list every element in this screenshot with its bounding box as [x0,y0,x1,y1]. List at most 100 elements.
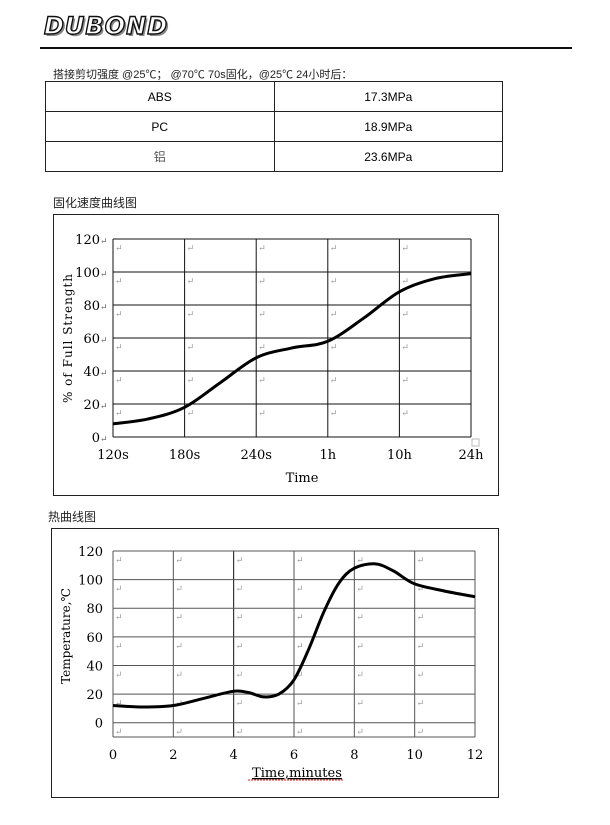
x-tick-label: 10h [387,448,413,463]
paragraph-mark: ↵ [187,409,195,419]
y-axis-label: % of Full Strength [61,273,75,403]
x-tick-label: 12 [467,748,484,763]
paragraph-mark: ↵ [115,343,123,353]
anchor-box [471,438,480,447]
paragraph-mark: ↵ [330,244,338,254]
paragraph-mark: ↵ [236,556,244,566]
paragraph-mark: ↵ [175,670,183,680]
y-tick-label: 100 [75,266,100,281]
paragraph-mark: ↵ [115,642,123,652]
paragraph-mark: ↵ [115,556,123,566]
table-caption: 搭接剪切强度 @25℃； @70℃ 70s固化，@25℃ 24小时后： [53,69,353,81]
material-cell: PC [45,111,275,142]
paragraph-mark: ↵ [401,277,409,287]
paragraph-mark: ↵ [175,728,183,738]
paragraph-mark: ↵ [175,613,183,623]
y-tick-label: 40 [83,365,100,380]
cure-speed-chart: ↵↵↵↵↵↵↵↵↵↵↵↵↵↵↵↵↵↵↵↵↵↵↵↵↵↵↵↵↵↵0 ↵20 ↵40 ↵60… [61,233,485,486]
y-tick-label: 100 [78,574,103,589]
paragraph-mark: ↵ [356,670,364,680]
paragraph-mark: ↵ [187,244,195,254]
paragraph-mark: ↵ [258,277,266,287]
paragraph-mark: ↵ [115,310,123,320]
paragraph-mark: ↵ [175,556,183,566]
paragraph-mark: ↵ [175,585,183,595]
dubond-logo: DUBOND [43,11,169,40]
paragraph-mark: ↵ [356,556,364,566]
x-tick-label: 0 [109,748,117,763]
paragraph-mark: ↵ [187,343,195,353]
paragraph-mark: ↵ [296,670,304,680]
paragraph-mark: ↵ [356,642,364,652]
paragraph-mark: ↵ [258,376,266,386]
paragraph-mark: ↵ [296,699,304,709]
shear-strength-table: ABS 17.3MPa PC 18.9MPa 铝 23.6MPa [45,81,503,172]
paragraph-mark: ↵ [401,343,409,353]
y-tick-label: 120 [75,233,100,248]
paragraph-mark: ↵ [258,310,266,320]
material-cell: 铝 [45,141,275,172]
tick-mark-glyph: ↵ [100,237,108,247]
paragraph-mark: ↵ [330,376,338,386]
paragraph-mark: ↵ [175,642,183,652]
paragraph-mark: ↵ [115,699,123,709]
paragraph-mark: ↵ [258,409,266,419]
paragraph-mark: ↵ [115,613,123,623]
y-tick-label: 60 [83,332,100,347]
y-tick-label: 80 [83,299,100,314]
table-row: 铝 23.6MPa [45,141,503,172]
paragraph-mark: ↵ [356,699,364,709]
paragraph-mark: ↵ [330,343,338,353]
y-tick-label: 60 [86,631,103,646]
material-cell: ABS [45,81,275,112]
paragraph-mark: ↵ [187,277,195,287]
tick-mark-glyph: ↵ [100,435,108,445]
tick-mark-glyph: ↵ [100,402,108,412]
table-row: ABS 17.3MPa [45,81,503,112]
value-cell: 18.9MPa [273,111,503,142]
paragraph-mark: ↵ [417,728,425,738]
value-cell: 23.6MPa [273,141,503,172]
paragraph-mark: ↵ [417,556,425,566]
paragraph-mark: ↵ [187,376,195,386]
tick-mark-glyph: ↵ [100,303,108,313]
paragraph-mark: ↵ [296,585,304,595]
x-tick-label: 2 [169,748,177,763]
paragraph-mark: ↵ [187,310,195,320]
x-tick-label: 120s [97,448,128,463]
paragraph-mark: ↵ [401,244,409,254]
y-tick-label: 80 [86,602,103,617]
paragraph-mark: ↵ [356,585,364,595]
paragraph-mark: ↵ [236,699,244,709]
paragraph-mark: ↵ [236,728,244,738]
y-tick-label: 20 [86,688,103,703]
paragraph-mark: ↵ [236,670,244,680]
y-tick-label: 0 [95,717,103,732]
header-rule [40,47,572,49]
paragraph-mark: ↵ [417,585,425,595]
paragraph-mark: ↵ [417,642,425,652]
paragraph-mark: ↵ [401,409,409,419]
paragraph-mark: ↵ [236,613,244,623]
paragraph-mark: ↵ [330,277,338,287]
paragraph-mark: ↵ [115,409,123,419]
paragraph-mark: ↵ [236,642,244,652]
x-tick-label: 24h [459,448,485,463]
y-tick-label: 0 [92,431,100,446]
tick-mark-glyph: ↵ [100,369,108,379]
cure-chart-frame: ↵ ↵ ↵ ↵ ↵ ↵ ↵ ↵ ↵ ↵ ↵ ↵ ↵ ↵ ↵ ↵ ↵ ↵ ↵ ↵ ↵ ↵ ↵ ↵ ↵ ↵ ↵ ↵ ↵ ↵ 0 ↵ 20 ↵ 40 ↵ 60… [53,214,499,496]
paragraph-mark: ↵ [296,556,304,566]
paragraph-mark: ↵ [401,310,409,320]
paragraph-mark: ↵ [356,613,364,623]
x-axis-label: Time [286,471,319,486]
x-tick-label: 180s [169,448,200,463]
x-tick-label: 4 [230,748,238,763]
paragraph-mark: ↵ [115,670,123,680]
paragraph-mark: ↵ [296,728,304,738]
y-tick-label: 40 [86,659,103,674]
paragraph-mark: ↵ [115,277,123,287]
tick-mark-glyph: ↵ [100,336,108,346]
x-tick-label: 1h [319,448,336,463]
x-tick-label: 8 [350,748,358,763]
heat-chart-frame: ↵ ↵ ↵ ↵ ↵ ↵ ↵ ↵ ↵ ↵ ↵ ↵ ↵ ↵ ↵ ↵ ↵ ↵ ↵ ↵ ↵ ↵ ↵ ↵ ↵ ↵ ↵ ↵ ↵ ↵ ↵ ↵ ↵ ↵ ↵ ↵ ↵ ↵ ↵ ↵… [51,528,499,798]
